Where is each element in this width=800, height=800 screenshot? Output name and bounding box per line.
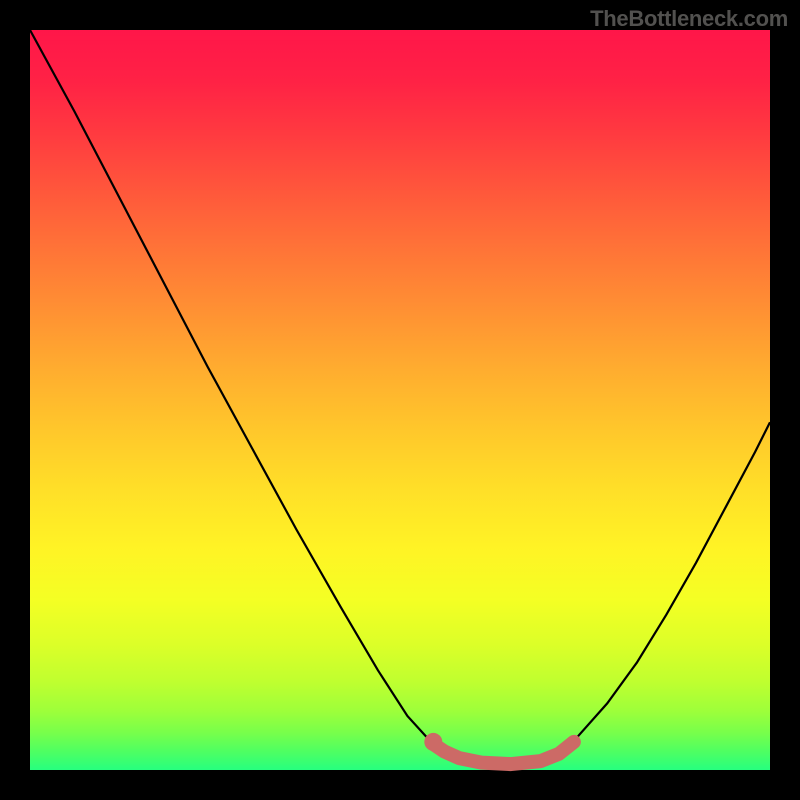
optimal-point-marker [424, 733, 442, 751]
bottleneck-chart [0, 0, 800, 800]
watermark-text: TheBottleneck.com [590, 6, 788, 32]
chart-background [30, 30, 770, 770]
